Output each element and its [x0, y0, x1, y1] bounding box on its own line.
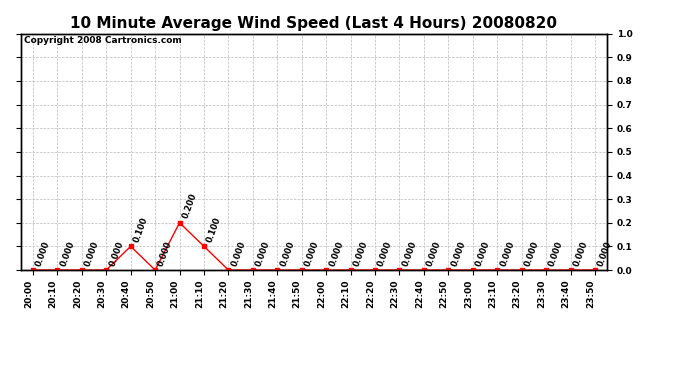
Text: 0.000: 0.000: [499, 240, 516, 267]
Text: 0.000: 0.000: [425, 240, 443, 267]
Text: 0.000: 0.000: [450, 240, 467, 267]
Text: 0.100: 0.100: [132, 216, 150, 244]
Text: 0.000: 0.000: [83, 240, 101, 267]
Title: 10 Minute Average Wind Speed (Last 4 Hours) 20080820: 10 Minute Average Wind Speed (Last 4 Hou…: [70, 16, 558, 31]
Text: 0.000: 0.000: [377, 240, 394, 267]
Text: 0.200: 0.200: [181, 192, 199, 220]
Text: 0.000: 0.000: [303, 240, 321, 267]
Text: 0.100: 0.100: [206, 216, 223, 244]
Text: 0.000: 0.000: [547, 240, 565, 267]
Text: Copyright 2008 Cartronics.com: Copyright 2008 Cartronics.com: [23, 36, 181, 45]
Text: 0.000: 0.000: [352, 240, 369, 267]
Text: 0.000: 0.000: [572, 240, 589, 267]
Text: 0.000: 0.000: [279, 240, 296, 267]
Text: 0.000: 0.000: [401, 240, 418, 267]
Text: 0.000: 0.000: [157, 240, 174, 267]
Text: 0.000: 0.000: [59, 240, 76, 267]
Text: 0.000: 0.000: [34, 240, 52, 267]
Text: 0.000: 0.000: [328, 240, 345, 267]
Text: 0.000: 0.000: [108, 240, 125, 267]
Text: 0.000: 0.000: [596, 240, 614, 267]
Text: 0.000: 0.000: [230, 240, 247, 267]
Text: 0.000: 0.000: [254, 240, 272, 267]
Text: 0.000: 0.000: [474, 240, 491, 267]
Text: 0.000: 0.000: [523, 240, 540, 267]
